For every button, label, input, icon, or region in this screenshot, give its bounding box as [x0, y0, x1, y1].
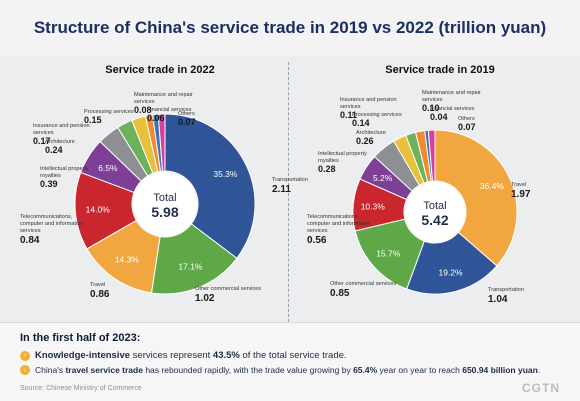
- bullet-travel: › China's travel service trade has rebou…: [20, 365, 540, 375]
- category-label: Telecommunications, computer and informat…: [20, 214, 83, 234]
- slice-transportation: [164, 113, 256, 259]
- category-value: 2.11: [272, 184, 291, 195]
- category-label: Processing services: [84, 109, 134, 115]
- donut-charts: 35.3%17.1%14.3%14.0%6.5%Total5.98Transpo…: [20, 90, 531, 305]
- slice-transportation: [406, 231, 498, 295]
- category-label: Transportation: [488, 287, 524, 293]
- category-value: 0.17: [33, 136, 51, 146]
- category-label: Travel: [511, 182, 526, 188]
- brand-logo: CGTN: [522, 381, 560, 395]
- bullet2-mid2: year on year to reach: [377, 365, 463, 375]
- source-note: Source: Chinese Ministry of Commerce: [20, 385, 142, 392]
- slice-travel: [434, 129, 518, 267]
- bullet2-tail: .: [537, 365, 541, 375]
- footer-panel: In the first half of 2023: › Knowledge-i…: [0, 322, 580, 401]
- category-value: 0.56: [307, 235, 327, 246]
- slice-percent-label: 17.1%: [178, 262, 203, 272]
- category-value: 0.85: [330, 288, 350, 299]
- total-label: Total: [423, 200, 446, 212]
- category-label: Others: [458, 116, 475, 122]
- bullet2-mid: has rebounded rapidly, with the trade va…: [142, 365, 354, 375]
- category-value: 0.84: [20, 235, 40, 246]
- slice-others: [157, 113, 166, 172]
- category-value: 0.15: [84, 115, 102, 125]
- slice-percent-label: 5.2%: [373, 173, 393, 183]
- category-label: Travel: [90, 282, 105, 288]
- slice-percent-label: 15.7%: [376, 248, 401, 258]
- donut-center: [133, 172, 197, 236]
- slice-percent-label: 10.3%: [361, 201, 386, 211]
- category-label: Other commercial services: [330, 281, 396, 287]
- slice-percent-label: 14.0%: [86, 205, 111, 215]
- panel-divider: [288, 62, 289, 322]
- category-value: 0.39: [40, 179, 58, 189]
- total-label: Total: [153, 192, 176, 204]
- bullet1-bold: Knowledge-intensive: [35, 350, 131, 361]
- category-label: Transportation: [272, 177, 308, 183]
- slice-percent-label: 6.5%: [98, 163, 118, 173]
- category-label: Financial services: [430, 106, 475, 112]
- bullet2-value: 65.4%: [353, 365, 378, 375]
- bullet2-pre: China's: [35, 365, 66, 375]
- category-value: 0.26: [356, 136, 374, 146]
- chart-title-2019: Service trade in 2019: [385, 64, 495, 76]
- category-value: 0.10: [422, 103, 440, 113]
- category-label: Telecommunications, computer and informat…: [307, 214, 370, 234]
- category-value: 0.14: [352, 118, 370, 128]
- category-label: Insurance and pension services: [340, 97, 397, 110]
- category-label: Financial services: [147, 107, 192, 113]
- slice-percent-label: 35.3%: [213, 169, 238, 179]
- bullet2-bold: travel service trade: [65, 365, 143, 375]
- donut-center: [405, 182, 465, 242]
- total-value: 5.42: [421, 212, 448, 228]
- bullet1-value: 43.5%: [212, 350, 240, 361]
- category-value: 0.07: [458, 122, 476, 132]
- total-value: 5.98: [151, 204, 178, 220]
- chart-title-2022: Service trade in 2022: [105, 64, 215, 76]
- category-label: Others: [178, 111, 195, 117]
- category-label: Processing services: [352, 112, 402, 118]
- category-value: 0.24: [45, 145, 63, 155]
- category-label: Maintenance and repair services: [134, 92, 193, 105]
- category-label: Other commercial services: [195, 286, 261, 292]
- category-label: Maintenance and repair services: [422, 90, 481, 103]
- category-value: 0.06: [147, 113, 165, 123]
- slice-others: [427, 129, 436, 182]
- page-title: Structure of China's service trade in 20…: [0, 0, 580, 56]
- category-value: 1.04: [488, 294, 508, 305]
- category-value: 0.86: [90, 289, 110, 300]
- bullet-icon: ›: [20, 350, 30, 361]
- slice-percent-label: 19.2%: [438, 268, 463, 278]
- category-value: 0.28: [318, 164, 336, 174]
- category-label: Intellectual property royalties: [40, 166, 89, 179]
- category-label: Insurance and pension services: [33, 123, 90, 136]
- bullet1-tail: of the total service trade.: [239, 350, 347, 361]
- category-value: 0.11: [340, 110, 357, 120]
- category-value: 0.07: [178, 117, 196, 127]
- bullet-icon: ›: [20, 365, 30, 375]
- category-value: 0.04: [430, 112, 448, 122]
- category-label: Architecture: [45, 139, 75, 145]
- slice-other-commercial-services: [150, 223, 238, 295]
- slice-percent-label: 36.4%: [480, 181, 505, 191]
- category-value: 1.02: [195, 293, 215, 304]
- bullet2-value2: 650.94 billion yuan: [462, 365, 538, 375]
- donut-1: 36.4%19.2%15.7%10.3%5.2%Total5.42Travel1…: [307, 90, 531, 305]
- bullet1-text: services represent: [130, 350, 213, 361]
- category-value: 1.97: [511, 189, 531, 200]
- category-label: Architecture: [356, 130, 386, 136]
- bullet-knowledge: › Knowledge-intensive services represent…: [20, 350, 347, 361]
- footer-headline: In the first half of 2023:: [20, 332, 141, 344]
- slice-percent-label: 14.3%: [115, 255, 140, 265]
- category-value: 0.08: [134, 105, 152, 115]
- category-label: Intellectual property royalties: [318, 151, 367, 164]
